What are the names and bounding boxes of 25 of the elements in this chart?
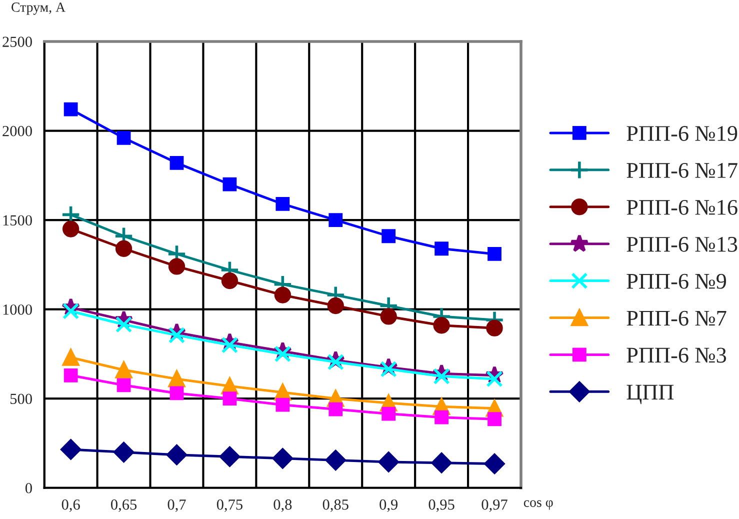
legend-label: РПП-6 №17 xyxy=(626,163,738,178)
x-tick-label: 0,8 xyxy=(274,499,292,512)
y-axis-title: Струм, А xyxy=(12,2,66,15)
y-tick-label: 2500 xyxy=(2,36,32,47)
y-tick-label: 0 xyxy=(25,483,32,494)
x-tick-label: 0,85 xyxy=(322,499,348,512)
legend-label: РПП-6 №7 xyxy=(626,310,726,326)
x-tick-label: 0,97 xyxy=(482,499,508,512)
legend-label: РПП-6 №3 xyxy=(626,348,726,363)
x-tick-label: 0,7 xyxy=(168,499,186,512)
x-tick-label: 0,75 xyxy=(216,499,242,512)
y-tick-label: 1500 xyxy=(3,215,32,226)
legend-label: ЦПП xyxy=(626,384,674,404)
legend-label: РПП-6 №9 xyxy=(626,274,726,289)
legend-label: РПП-6 №16 xyxy=(626,200,738,215)
y-tick-label: 1000 xyxy=(3,304,32,315)
legend-label: РПП-6 №13 xyxy=(626,236,738,252)
legend-label: РПП-6 №19 xyxy=(626,126,738,141)
y-tick-label: 2000 xyxy=(2,126,32,136)
x-tick-label: 0,9 xyxy=(380,499,398,512)
x-tick-label: 0,6 xyxy=(62,499,80,512)
x-tick-label: 0,95 xyxy=(428,499,454,512)
x-axis-title: cos φ xyxy=(524,500,553,510)
x-tick-label: 0,65 xyxy=(110,499,137,512)
y-tick-label: 500 xyxy=(10,394,32,404)
